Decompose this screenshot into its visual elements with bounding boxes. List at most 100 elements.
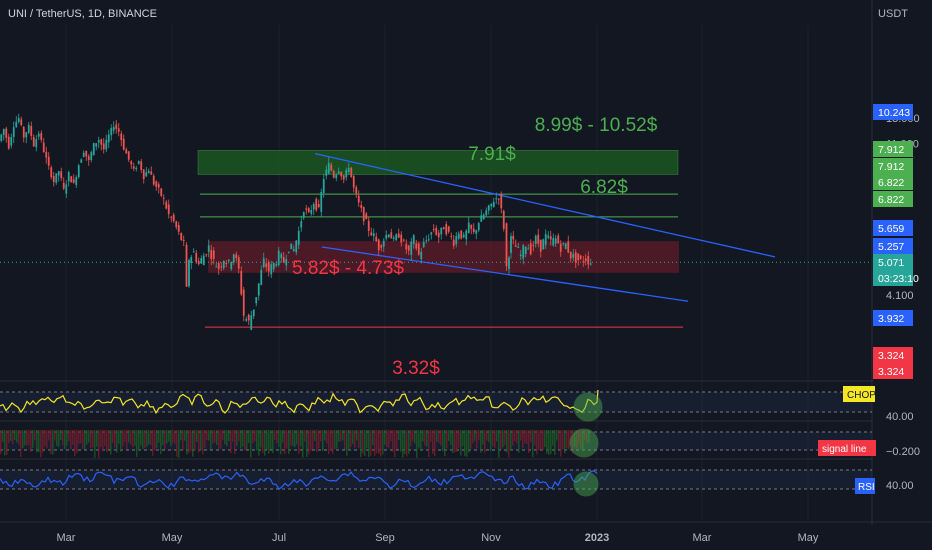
candle-body [584,258,587,262]
signal-bar [194,430,196,451]
candle-body [270,264,273,275]
candle-body [572,253,575,258]
signal-bar [512,430,514,446]
signal-bar [340,430,342,442]
candle-body [282,256,285,263]
candle-body [280,253,283,259]
signal-bar [570,430,572,445]
signal-bar [114,430,116,448]
signal-bar [48,430,50,441]
candle-body [70,176,73,183]
candle-body [382,240,385,247]
candle-body [425,240,428,242]
signal-bar [328,430,330,455]
candle-body [32,137,35,147]
signal-bar [54,430,56,441]
signal-bar [258,430,260,456]
signal-bar [70,430,72,450]
candle-body [332,170,335,178]
signal-bar [74,430,76,457]
candle-body [487,205,490,211]
candle-body [490,203,493,207]
signal-bar [86,430,88,445]
signal-bar [446,430,448,449]
signal-bar [308,430,310,455]
candle-body [247,314,250,321]
candle-body [562,242,565,244]
signal-bar [178,430,180,458]
signal-bar [344,430,346,450]
signal-bar [542,430,544,451]
trendline-upper [314,153,776,258]
candle-body [427,239,430,241]
signal-bar [530,430,532,443]
signal-bar [278,430,280,447]
signal-bar [58,430,60,447]
candle-body [350,167,353,178]
signal-bar [214,430,216,443]
candle-body [162,197,165,199]
signal-bar [376,430,378,454]
signal-bar [334,430,336,449]
signal-bar [196,430,198,442]
signal-bar [50,430,52,455]
signal-bar [264,430,266,456]
signal-bar [436,430,438,442]
signal-bar [166,430,168,444]
candle-body [470,224,473,229]
candle-body [310,210,313,214]
signal-bar [168,430,170,442]
candle-body [80,159,83,163]
signal-bar [450,430,452,446]
signal-bar [260,430,262,448]
candle-body [110,128,113,136]
candle-body [85,150,88,157]
signal-bar [538,430,540,451]
signal-bar [444,430,446,457]
candle-body [190,256,193,264]
signal-bar [406,430,408,457]
candle-body [542,239,545,250]
candle-body [397,233,400,238]
candle-body [492,201,495,207]
candle-body [502,210,505,229]
candle-body [519,254,522,257]
signal-bar [290,430,292,446]
signal-bar [56,430,58,446]
signal-bar [320,430,322,442]
signal-bar [40,430,42,458]
signal-bar [540,430,542,450]
signal-bar [42,430,44,453]
signal-bar [288,430,290,454]
price-label-text: 5.257 [878,241,904,253]
candle-body [237,257,240,269]
signal-bar [134,430,136,446]
signal-bar [22,430,24,449]
signal-bar [356,430,358,441]
candle-body [475,230,478,234]
candle-body [579,255,582,259]
signal-bar [578,430,580,443]
candle-body [120,133,123,141]
signal-bar [310,430,312,451]
signal-bar [200,430,202,451]
signal-bar [286,430,288,449]
candle-body [172,214,175,221]
signal-bar [108,430,110,450]
signal-bar [80,430,82,444]
trendline-lower [321,246,689,302]
rsi-label-badge [855,478,875,494]
candle-body [534,235,537,244]
price-label-text: 3.324 [878,366,904,378]
signal-bar [98,430,100,458]
price-label-badge [873,220,913,236]
signal-bar [208,430,210,441]
candle-body [567,241,570,253]
candle-body [22,126,25,138]
candle-body [452,239,455,246]
candle-body [227,259,230,262]
candle-body [340,171,343,177]
candle-body [235,254,238,259]
signal-bar [552,430,554,446]
